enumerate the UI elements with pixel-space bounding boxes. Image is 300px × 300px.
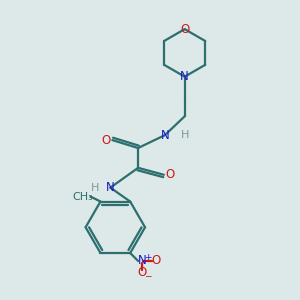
Text: H: H [181, 130, 189, 140]
Text: N: N [106, 181, 115, 194]
Text: N: N [138, 254, 146, 267]
Text: O: O [151, 254, 160, 267]
Text: O: O [102, 134, 111, 147]
Text: O: O [180, 22, 189, 36]
Text: N: N [160, 129, 169, 142]
Text: −: − [144, 271, 152, 280]
Text: O: O [137, 266, 147, 279]
Text: CH₃: CH₃ [72, 192, 93, 202]
Text: O: O [165, 168, 174, 181]
Text: +: + [144, 254, 152, 262]
Text: H: H [91, 183, 100, 193]
Text: N: N [180, 70, 189, 83]
